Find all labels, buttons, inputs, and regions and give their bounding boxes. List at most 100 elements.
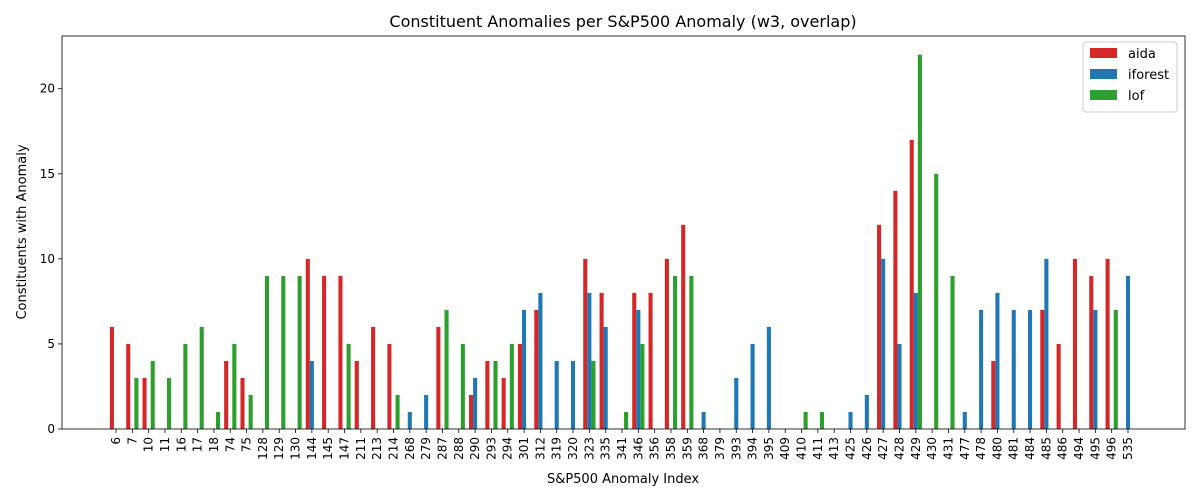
bar-iforest-312 — [538, 292, 543, 429]
chart-title: Constituent Anomalies per S&P500 Anomaly… — [389, 12, 856, 31]
bar-iforest-335 — [603, 326, 608, 429]
bar-iforest-429 — [913, 292, 918, 429]
x-tick-label: 425 — [844, 437, 858, 460]
x-tick-label: 478 — [974, 437, 988, 460]
legend-label-aida: aida — [1128, 47, 1156, 62]
bar-iforest-346 — [636, 309, 641, 429]
x-tick-label: 358 — [664, 437, 678, 460]
bar-lof-294 — [509, 343, 514, 429]
bar-aida-214 — [387, 343, 392, 429]
x-tick-label: 74 — [223, 437, 237, 452]
x-tick-label: 288 — [452, 437, 466, 460]
bar-iforest-495 — [1093, 309, 1098, 429]
y-tick-label: 5 — [47, 337, 55, 351]
x-tick-label: 429 — [909, 437, 923, 460]
bar-lof-75 — [248, 394, 253, 429]
bar-lof-431 — [950, 275, 955, 429]
x-tick-label: 319 — [550, 437, 564, 460]
bar-iforest-485 — [1044, 258, 1049, 429]
y-tick-label: 20 — [40, 82, 55, 96]
x-tick-label: 147 — [338, 437, 352, 460]
bar-iforest-301 — [522, 309, 527, 429]
bar-iforest-480 — [995, 292, 1000, 429]
x-tick-label: 312 — [533, 437, 547, 460]
bar-lof-74 — [232, 343, 237, 429]
bar-lof-359 — [689, 275, 694, 429]
bar-lof-11 — [167, 377, 172, 429]
bar-iforest-535 — [1125, 275, 1131, 429]
x-tick-label: 6 — [109, 437, 123, 445]
bar-aida-346 — [632, 292, 637, 429]
bar-lof-129 — [281, 275, 286, 429]
bar-aida-211 — [354, 360, 359, 429]
bar-lof-287 — [444, 309, 449, 429]
x-tick-label: 356 — [648, 437, 662, 460]
x-tick-label: 426 — [860, 437, 874, 460]
x-tick-label: 11 — [158, 437, 172, 452]
bar-iforest-478 — [979, 309, 984, 429]
bar-aida-496 — [1105, 258, 1110, 429]
bar-iforest-428 — [897, 343, 902, 429]
bar-lof-16 — [183, 343, 188, 429]
y-tick-label: 0 — [47, 422, 55, 436]
x-tick-label: 214 — [386, 437, 400, 460]
x-tick-label: 144 — [305, 437, 319, 460]
x-tick-label: 211 — [354, 437, 368, 460]
bar-aida-145 — [322, 275, 327, 429]
legend: aida iforest lof — [1082, 41, 1178, 113]
bar-lof-411 — [819, 411, 824, 429]
bar-iforest-279 — [424, 394, 429, 429]
x-tick-label: 428 — [892, 437, 906, 460]
x-tick-label: 477 — [958, 437, 972, 460]
x-tick-label: 294 — [501, 437, 515, 460]
x-tick-label: 411 — [811, 437, 825, 460]
bar-lof-288 — [460, 343, 465, 429]
bar-iforest-144 — [309, 360, 314, 429]
bar-aida-427 — [877, 224, 882, 429]
x-axis-label: S&P500 Anomaly Index — [547, 472, 699, 487]
bar-iforest-481 — [1011, 309, 1016, 429]
legend-label-lof: lof — [1128, 89, 1145, 104]
bar-iforest-268 — [407, 411, 412, 429]
bar-lof-323 — [591, 360, 596, 429]
bar-aida-358 — [664, 258, 669, 429]
x-tick-label: 293 — [484, 437, 498, 460]
x-tick-label: 17 — [191, 437, 205, 452]
x-tick-label: 287 — [435, 437, 449, 460]
bar-iforest-323 — [587, 292, 592, 429]
bar-aida-294 — [501, 377, 506, 429]
x-tick-label: 323 — [582, 437, 596, 460]
bar-lof-18 — [215, 411, 221, 429]
x-tick-label: 10 — [142, 437, 156, 452]
x-tick-label: 213 — [370, 437, 384, 460]
x-tick-label: 395 — [762, 437, 776, 460]
legend-label-iforest: iforest — [1128, 68, 1169, 83]
bar-aida-485 — [1040, 309, 1045, 429]
x-tick-label: 368 — [697, 437, 711, 460]
bar-iforest-426 — [864, 394, 869, 429]
y-tick-label: 10 — [40, 252, 55, 266]
bar-lof-128 — [264, 275, 270, 429]
bar-aida-287 — [436, 326, 441, 429]
bar-aida-494 — [1072, 258, 1077, 429]
bar-iforest-319 — [554, 360, 559, 429]
bar-iforest-394 — [750, 343, 755, 429]
x-tick-label: 18 — [207, 437, 221, 452]
bar-aida-7 — [126, 343, 131, 429]
bar-aida-486 — [1056, 343, 1061, 429]
bar-aida-6 — [109, 326, 114, 429]
x-tick-label: 413 — [827, 437, 841, 460]
x-tick-label: 7 — [125, 437, 139, 445]
bar-iforest-368 — [701, 411, 706, 429]
x-tick-label: 486 — [1056, 437, 1070, 460]
x-tick-label: 427 — [876, 437, 890, 460]
bar-aida-301 — [517, 343, 523, 429]
bar-lof-17 — [199, 326, 204, 429]
bar-iforest-427 — [881, 258, 886, 429]
bar-aida-428 — [893, 190, 898, 429]
bar-iforest-425 — [848, 411, 853, 429]
bar-aida-335 — [599, 292, 604, 429]
x-tick-label: 279 — [419, 437, 433, 460]
